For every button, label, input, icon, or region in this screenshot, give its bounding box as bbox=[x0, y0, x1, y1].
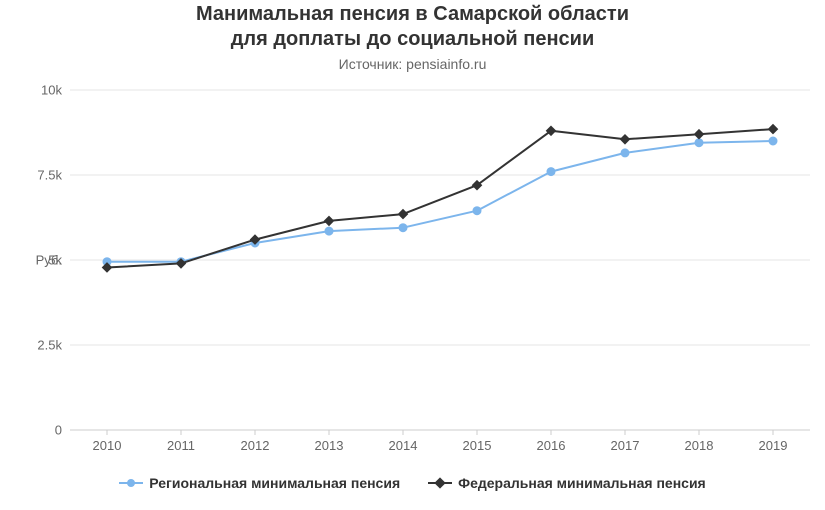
x-tick-label: 2018 bbox=[685, 438, 714, 453]
y-tick-label: 2.5k bbox=[14, 338, 62, 353]
y-axis-label: Руб. bbox=[14, 253, 62, 268]
legend-swatch bbox=[119, 482, 143, 484]
legend-label: Региональная минимальная пенсия bbox=[149, 475, 400, 491]
x-tick-label: 2019 bbox=[759, 438, 788, 453]
x-tick-label: 2017 bbox=[611, 438, 640, 453]
legend-swatch bbox=[428, 482, 452, 484]
legend-label: Федеральная минимальная пенсия bbox=[458, 475, 706, 491]
y-tick-label: 10k bbox=[14, 83, 62, 98]
legend-item[interactable]: Региональная минимальная пенсия bbox=[119, 475, 400, 491]
x-tick-label: 2010 bbox=[93, 438, 122, 453]
x-tick-label: 2015 bbox=[463, 438, 492, 453]
pension-chart: Манимальная пенсия в Самарской области д… bbox=[0, 0, 825, 510]
chart-plot-svg bbox=[0, 0, 825, 510]
legend-item[interactable]: Федеральная минимальная пенсия bbox=[428, 475, 706, 491]
x-tick-label: 2013 bbox=[315, 438, 344, 453]
y-tick-label: 7.5k bbox=[14, 168, 62, 183]
y-tick-label: 0 bbox=[14, 423, 62, 438]
x-tick-label: 2014 bbox=[389, 438, 418, 453]
x-tick-labels: 2010 2011 2012 2013 2014 2015 2016 2017 2018 2019 bbox=[0, 438, 825, 458]
x-tick-label: 2012 bbox=[241, 438, 270, 453]
chart-legend: Региональная минимальная пенсия Федеральн… bbox=[0, 475, 825, 491]
x-tick-label: 2011 bbox=[167, 438, 195, 453]
x-tick-label: 2016 bbox=[537, 438, 566, 453]
